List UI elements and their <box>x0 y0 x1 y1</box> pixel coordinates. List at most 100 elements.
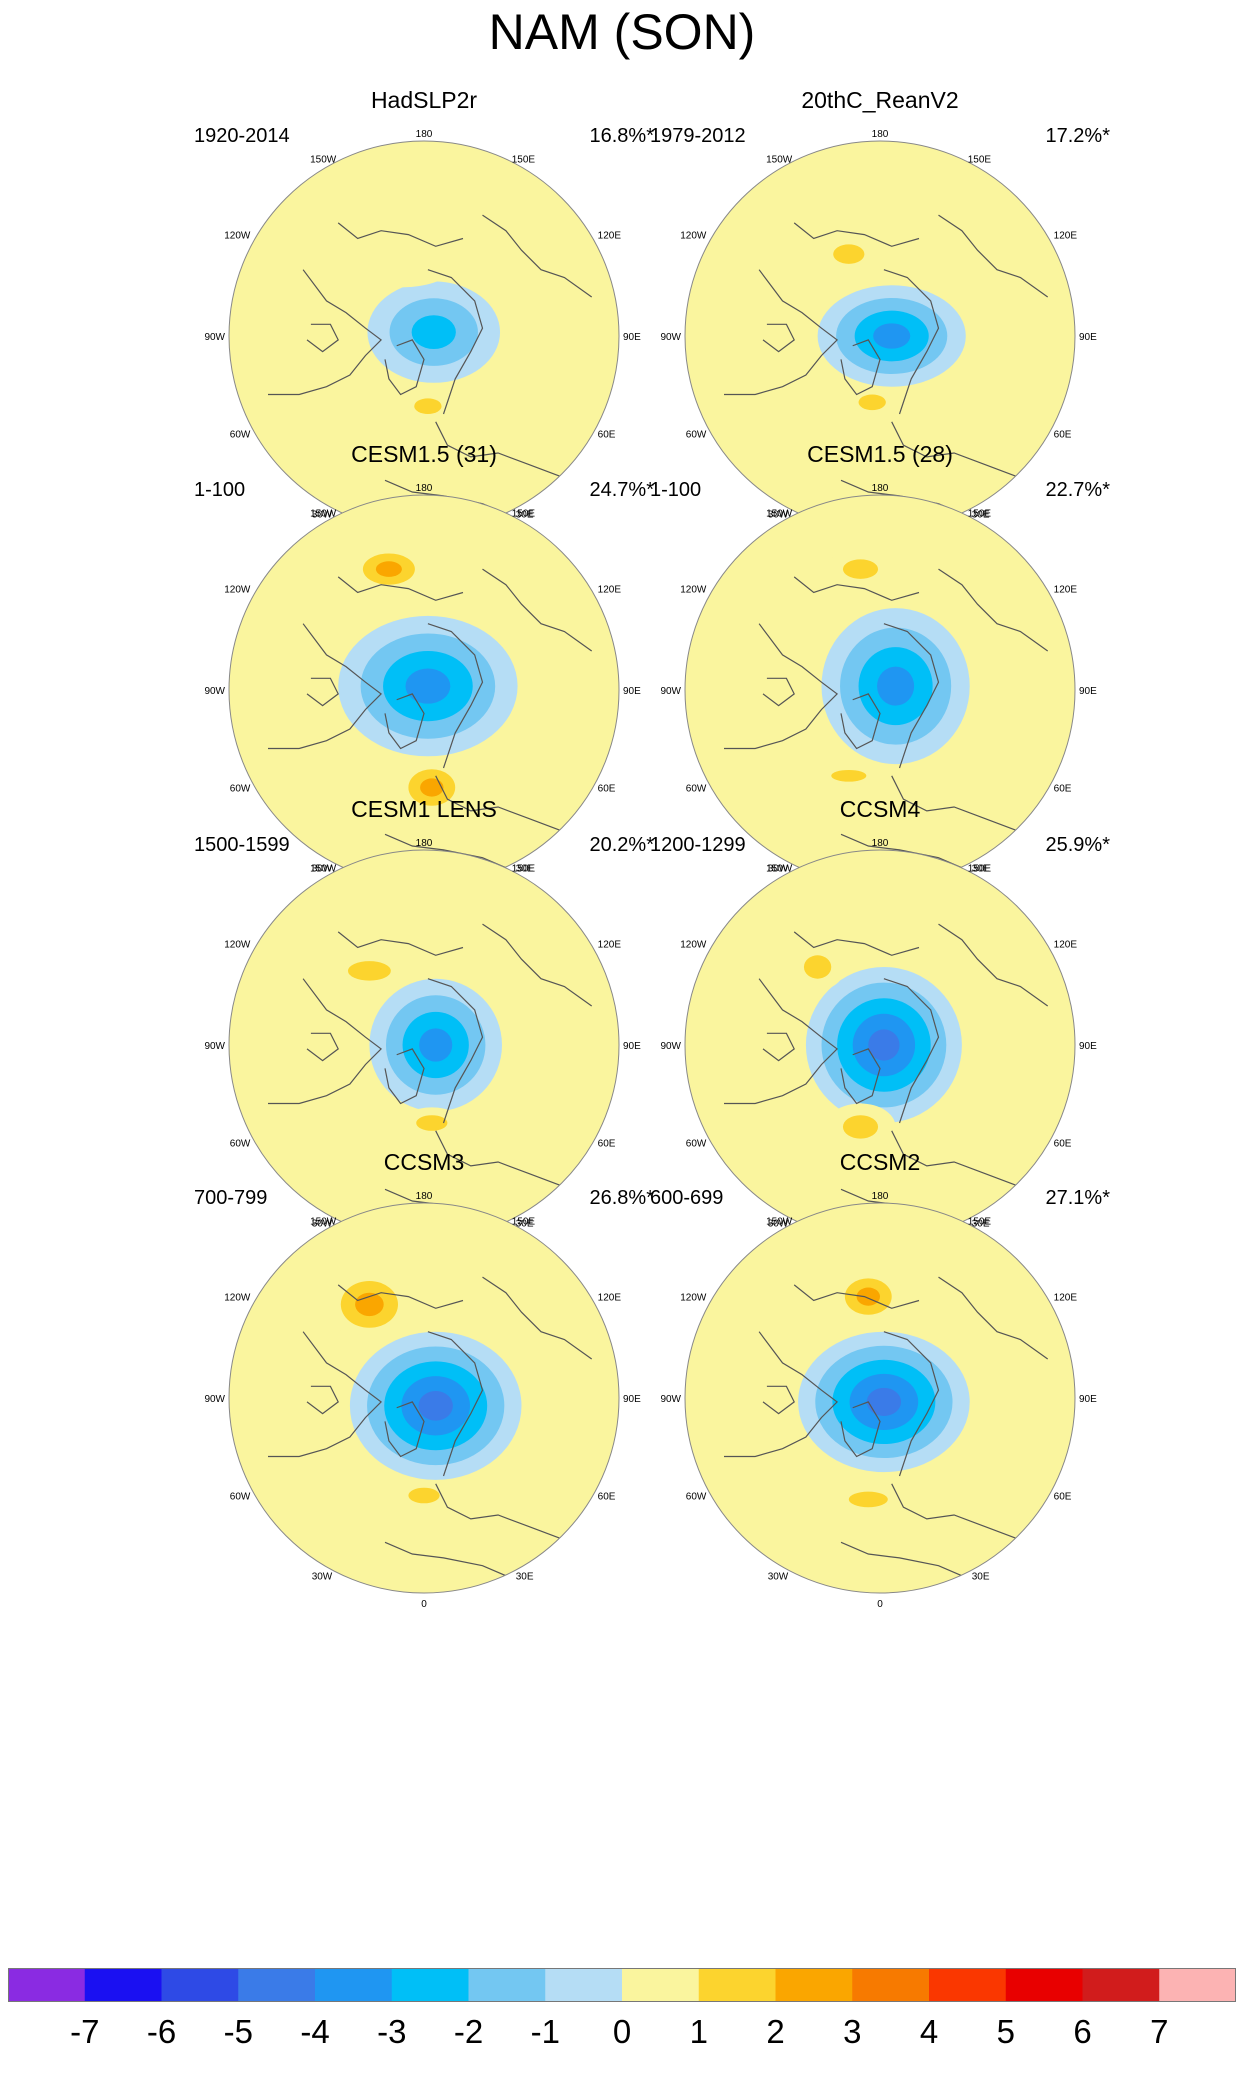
period-label: 1500-1599 <box>194 834 290 856</box>
coastline <box>384 1541 511 1578</box>
meridian-label: 150W <box>766 154 793 165</box>
coastline <box>427 978 484 1124</box>
colorbar-swatch <box>929 1968 1007 2002</box>
coastline <box>840 1048 881 1105</box>
positive-anomaly-contour <box>842 1115 879 1139</box>
period-label: 1200-1299 <box>650 834 746 856</box>
variance-label: 16.8%* <box>589 125 655 147</box>
meridian-label: 60W <box>230 784 251 795</box>
positive-anomaly-contour <box>848 1491 888 1508</box>
meridian-label: 60W <box>230 1492 251 1503</box>
meridian-label: 90E <box>623 686 641 697</box>
coastline <box>938 923 1049 1007</box>
period-label: 1920-2014 <box>194 125 290 147</box>
coastline <box>435 1483 561 1539</box>
colorbar-labels: -7 -6 -5 -4 -3 -2 -1 0 1 2 3 4 5 6 7 <box>0 2010 1244 2060</box>
meridian-label: 30E <box>972 1572 990 1583</box>
colorbar-swatch <box>84 1968 162 2002</box>
coastline <box>482 214 593 298</box>
colorbar <box>8 1968 1236 2002</box>
meridian-label: 60E <box>1054 1139 1072 1150</box>
coastline <box>793 222 920 247</box>
positive-anomaly-contour <box>416 1115 448 1131</box>
meridian-label: 30W <box>312 1219 333 1230</box>
meridian-label: 150W <box>310 1216 337 1227</box>
meridian-label: 30W <box>312 510 333 521</box>
positive-anomaly-contour <box>414 398 442 415</box>
meridian-label: 90W <box>204 1394 225 1405</box>
coastline <box>268 1331 383 1458</box>
coastline <box>306 1385 339 1415</box>
meridian-label: 120W <box>680 940 707 951</box>
colorbar-tick-label: -4 <box>300 2013 330 2050</box>
pacific-anomaly-contour <box>375 561 402 577</box>
meridian-label: 90E <box>1079 1394 1097 1405</box>
colorbar-tick-label: 7 <box>1150 2013 1169 2050</box>
meridian-label: 90E <box>1079 332 1097 343</box>
coastline <box>435 775 561 831</box>
coastline <box>793 1284 920 1309</box>
meridian-label: 180 <box>872 838 889 849</box>
colorbar-swatch <box>698 1968 776 2002</box>
coastline <box>384 1401 425 1458</box>
meridian-label: 150W <box>766 1216 793 1227</box>
meridian-label: 30W <box>768 864 789 875</box>
coastline <box>482 923 593 1007</box>
colorbar-tick-label: 3 <box>843 2013 862 2050</box>
meridian-label: 30E <box>972 864 990 875</box>
coastline <box>891 775 1017 831</box>
meridian-label: 60W <box>686 430 707 441</box>
map-boundary <box>228 1202 620 1594</box>
pacific-anomaly-contour <box>842 559 879 579</box>
colorbar-swatch <box>468 1968 546 2002</box>
period-label: 1979-2012 <box>650 125 746 147</box>
coastline <box>306 1032 339 1062</box>
pacific-anomaly-contour <box>856 1287 880 1306</box>
coastline <box>384 339 425 396</box>
meridian-label: 60E <box>598 784 616 795</box>
coastline <box>337 1284 464 1309</box>
meridian-label: 60W <box>686 784 707 795</box>
panel-title: HadSLP2r <box>370 87 478 113</box>
panel-title: CCSM4 <box>839 796 921 822</box>
map-boundary <box>684 1202 1076 1594</box>
meridian-label: 90W <box>660 1394 681 1405</box>
meridian-label: 30E <box>972 1219 990 1230</box>
panel-title: CESM1 LENS <box>351 796 497 822</box>
meridian-label: 120E <box>598 585 622 596</box>
coastline <box>724 1331 839 1458</box>
meridian-label: 0 <box>421 1599 427 1610</box>
positive-anomaly-contour <box>408 1487 440 1504</box>
pacific-anomaly-contour <box>833 244 865 264</box>
coastline <box>268 623 383 750</box>
coastline <box>762 677 795 707</box>
coastline <box>938 1276 1049 1360</box>
meridian-label: 30E <box>516 1572 534 1583</box>
coastline <box>891 421 1017 477</box>
meridian-label: 120W <box>224 940 251 951</box>
period-label: 1-100 <box>194 479 246 501</box>
coastline <box>938 568 1049 652</box>
map-panel: 180150W150E120W120E90W90E60W60E30W30E0CC… <box>650 795 1110 1265</box>
meridian-label: 180 <box>872 1191 889 1202</box>
meridian-label: 150E <box>968 154 992 165</box>
coastline <box>435 421 561 477</box>
coastline <box>337 931 464 956</box>
variance-label: 27.1%* <box>1045 1187 1111 1209</box>
meridian-label: 90E <box>623 1041 641 1052</box>
coastline <box>724 623 839 750</box>
meridian-label: 120E <box>1054 231 1078 242</box>
panel-title: 20thC_ReanV2 <box>801 87 959 113</box>
coastline <box>883 269 940 415</box>
colorbar-tick-label: -5 <box>223 2013 253 2050</box>
meridian-label: 90W <box>204 332 225 343</box>
negative-anomaly-contour <box>868 1029 900 1061</box>
negative-anomaly-contour <box>405 668 451 704</box>
